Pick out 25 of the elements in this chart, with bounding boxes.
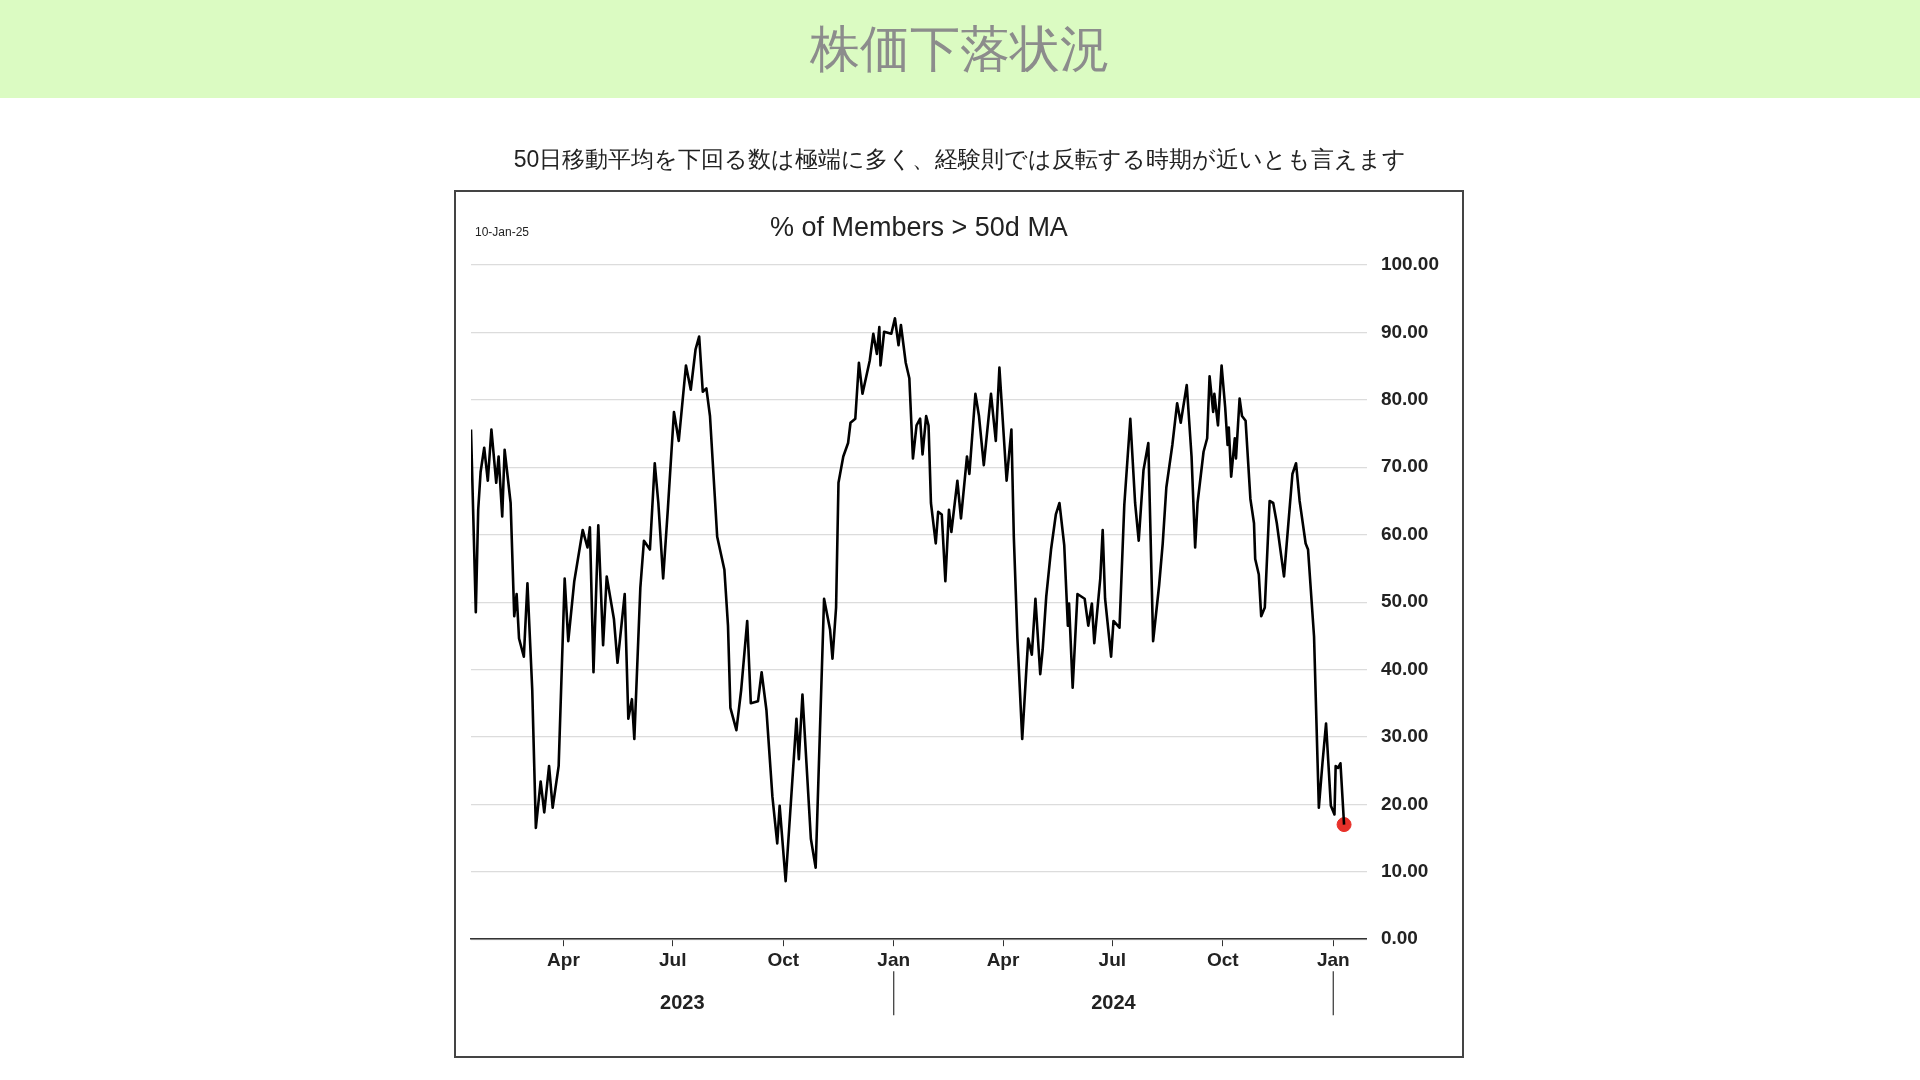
y-tick-label: 60.00: [1380, 522, 1429, 544]
x-tick-label: Oct: [767, 948, 800, 970]
y-tick-label: 0.00: [1380, 927, 1418, 949]
x-tick-label: Jul: [659, 948, 687, 970]
x-tick-label: Jan: [1316, 948, 1350, 970]
chart-title: 株価下落状況: [810, 18, 1110, 80]
y-tick-label: 20.00: [1380, 792, 1429, 814]
x-tick-label: Apr: [547, 948, 581, 970]
y-tick-label: 80.00: [1380, 388, 1429, 410]
y-tick-label: 100.00: [1380, 253, 1440, 275]
y-tick-label: 50.00: [1380, 590, 1429, 612]
text: 2023: [660, 990, 705, 1013]
text: 10-Jan-25: [475, 225, 530, 240]
x-tick-label: Jan: [877, 948, 911, 970]
y-tick-label: 40.00: [1380, 657, 1429, 679]
x-tick-label: Jul: [1098, 948, 1127, 970]
y-tick-label: 90.00: [1380, 320, 1429, 342]
y-tick-label: 70.00: [1380, 455, 1429, 477]
y-tick-label: 30.00: [1380, 725, 1429, 747]
chart-subtitle: 50日移動平均を下回る数は極端に多く、経験則では反転する時期が近いとも言えます: [512, 145, 1408, 174]
x-tick-label: Oct: [1206, 948, 1240, 970]
y-tick-label: 10.00: [1380, 860, 1429, 882]
text: 2024: [1091, 990, 1137, 1013]
text: % of Members > 50d MA: [770, 212, 1068, 243]
x-tick-label: Apr: [986, 948, 1020, 970]
